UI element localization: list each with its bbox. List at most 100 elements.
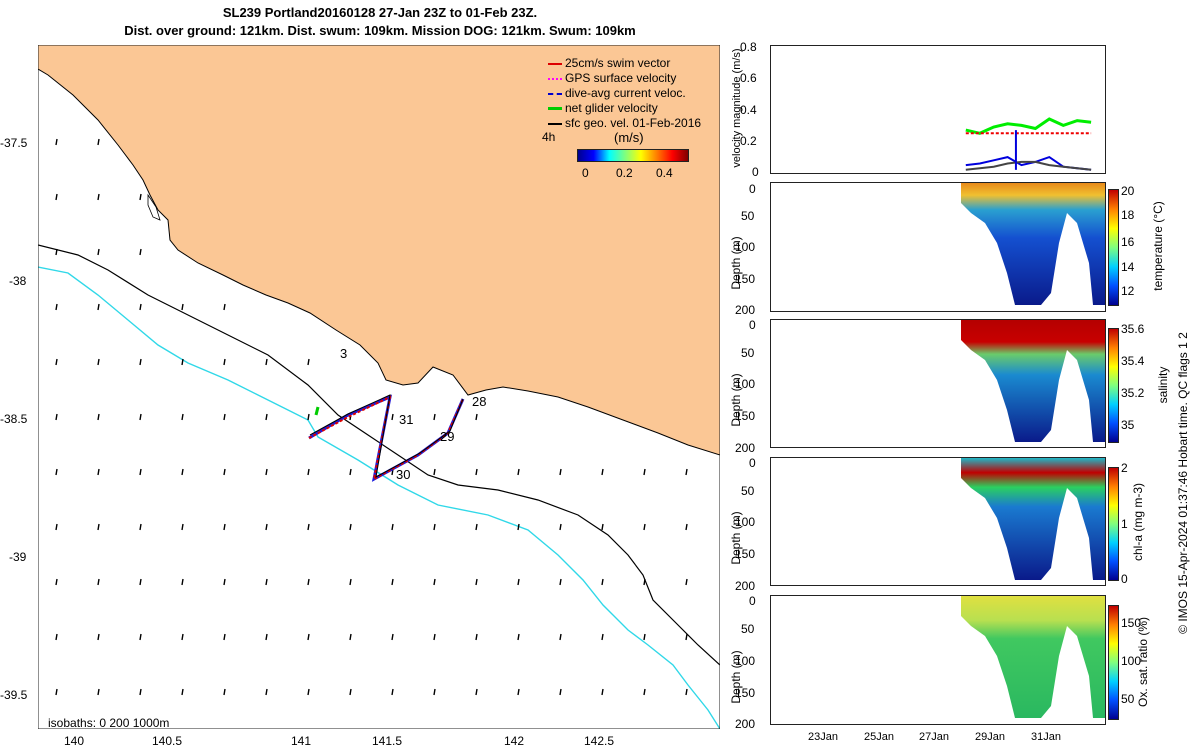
current-arrow [97, 413, 100, 421]
current-arrow [223, 303, 226, 311]
current-arrow [223, 468, 226, 476]
legend-swatch [548, 92, 562, 95]
current-arrow [559, 688, 562, 696]
vel-tick: 0.8 [740, 40, 757, 54]
lon-tick: 142.5 [584, 734, 615, 748]
imos-footer: © IMOS 15-Apr-2024 01:37:46 Hobart time.… [1176, 332, 1190, 634]
current-arrow [685, 523, 688, 531]
day-label: 28 [472, 394, 486, 409]
surface-current-arrows [55, 138, 688, 696]
isobath-200m [38, 244, 720, 666]
oxygen-section [961, 596, 1105, 718]
legend-swatch [548, 107, 562, 111]
current-arrow [643, 633, 646, 641]
current-arrow [307, 413, 310, 421]
depth-tick: 200 [735, 303, 756, 317]
lon-tick: 141.5 [372, 734, 403, 748]
current-arrow [433, 688, 436, 696]
current-arrow [181, 303, 184, 311]
depth-tick: 100 [735, 240, 756, 254]
current-arrow [349, 523, 352, 531]
current-arrow [223, 523, 226, 531]
current-arrow [55, 303, 58, 311]
current-arrow [517, 468, 520, 476]
lat-tick: -39 [9, 550, 27, 564]
current-arrow [265, 468, 268, 476]
current-arrow [307, 523, 310, 531]
velocity-series-line [965, 117, 1092, 135]
legend-swatch [548, 122, 562, 125]
current-arrow [433, 633, 436, 641]
vel-tick: 0.6 [740, 71, 757, 85]
current-arrow [433, 413, 436, 421]
depth-ylabel: Depth (m) [729, 511, 743, 565]
current-arrow [391, 578, 394, 586]
current-arrow [601, 688, 604, 696]
current-arrow [55, 248, 58, 256]
current-arrow [139, 633, 142, 641]
speed-tick: 0 [582, 166, 589, 180]
current-arrow [685, 578, 688, 586]
current-arrow [97, 248, 100, 256]
current-arrow [391, 523, 394, 531]
current-arrow [55, 138, 58, 146]
legend-swatch [548, 77, 562, 80]
oxygen-colorbar [1108, 605, 1119, 720]
current-arrow [97, 138, 100, 146]
cbar-tick: 12 [1121, 284, 1135, 298]
current-arrow [265, 413, 268, 421]
current-arrow [181, 633, 184, 641]
current-arrow [139, 523, 142, 531]
current-arrow [55, 193, 58, 201]
depth-tick: 150 [735, 547, 756, 561]
lat-tick: -39.5 [0, 688, 28, 702]
cbar-tick: 35 [1121, 418, 1135, 432]
current-arrow [181, 413, 184, 421]
lon-tick: 140 [64, 734, 85, 748]
current-arrow [181, 358, 184, 366]
day-label: 31 [399, 412, 413, 427]
depth-tick: 0 [749, 594, 756, 608]
coastline-land [38, 45, 720, 456]
current-arrow [97, 633, 100, 641]
current-arrow [181, 523, 184, 531]
vel-tick: 0.4 [740, 103, 757, 117]
day-label: 30 [396, 467, 410, 482]
current-arrow [307, 633, 310, 641]
current-arrow [475, 523, 478, 531]
current-arrow [181, 468, 184, 476]
current-arrow [181, 578, 184, 586]
current-arrow [349, 468, 352, 476]
oxygen-clabel: Ox. sat. ratio (%) [1136, 616, 1150, 708]
current-arrow [139, 413, 142, 421]
current-arrow [475, 413, 478, 421]
cbar-tick: 35.6 [1121, 322, 1145, 336]
current-arrow [643, 468, 646, 476]
depth-tick: 0 [749, 182, 756, 196]
current-arrow [55, 688, 58, 696]
current-arrow [55, 523, 58, 531]
legend-label: net glider velocity [565, 101, 658, 115]
current-arrow [601, 633, 604, 641]
cbar-tick: 1 [1121, 517, 1128, 531]
current-arrow [433, 578, 436, 586]
time-tick: 27Jan [919, 731, 949, 743]
depth-tick: 200 [735, 441, 756, 455]
temperature-panel [770, 182, 1106, 312]
depth-tick: 100 [735, 377, 756, 391]
current-arrow [223, 688, 226, 696]
cbar-tick: 18 [1121, 208, 1135, 222]
current-arrow [223, 413, 226, 421]
legend-swatch [548, 62, 562, 65]
salinity-panel [770, 319, 1106, 448]
current-arrow [391, 633, 394, 641]
cbar-tick: 0 [1121, 572, 1128, 586]
velocity-lines [965, 117, 1092, 171]
current-arrow [601, 578, 604, 586]
current-arrow [685, 633, 688, 641]
current-arrow [517, 633, 520, 641]
chla-section [961, 458, 1105, 580]
temperature-section [961, 183, 1105, 305]
legend-label: dive-avg current veloc. [565, 86, 686, 100]
chla-panel [770, 457, 1106, 586]
